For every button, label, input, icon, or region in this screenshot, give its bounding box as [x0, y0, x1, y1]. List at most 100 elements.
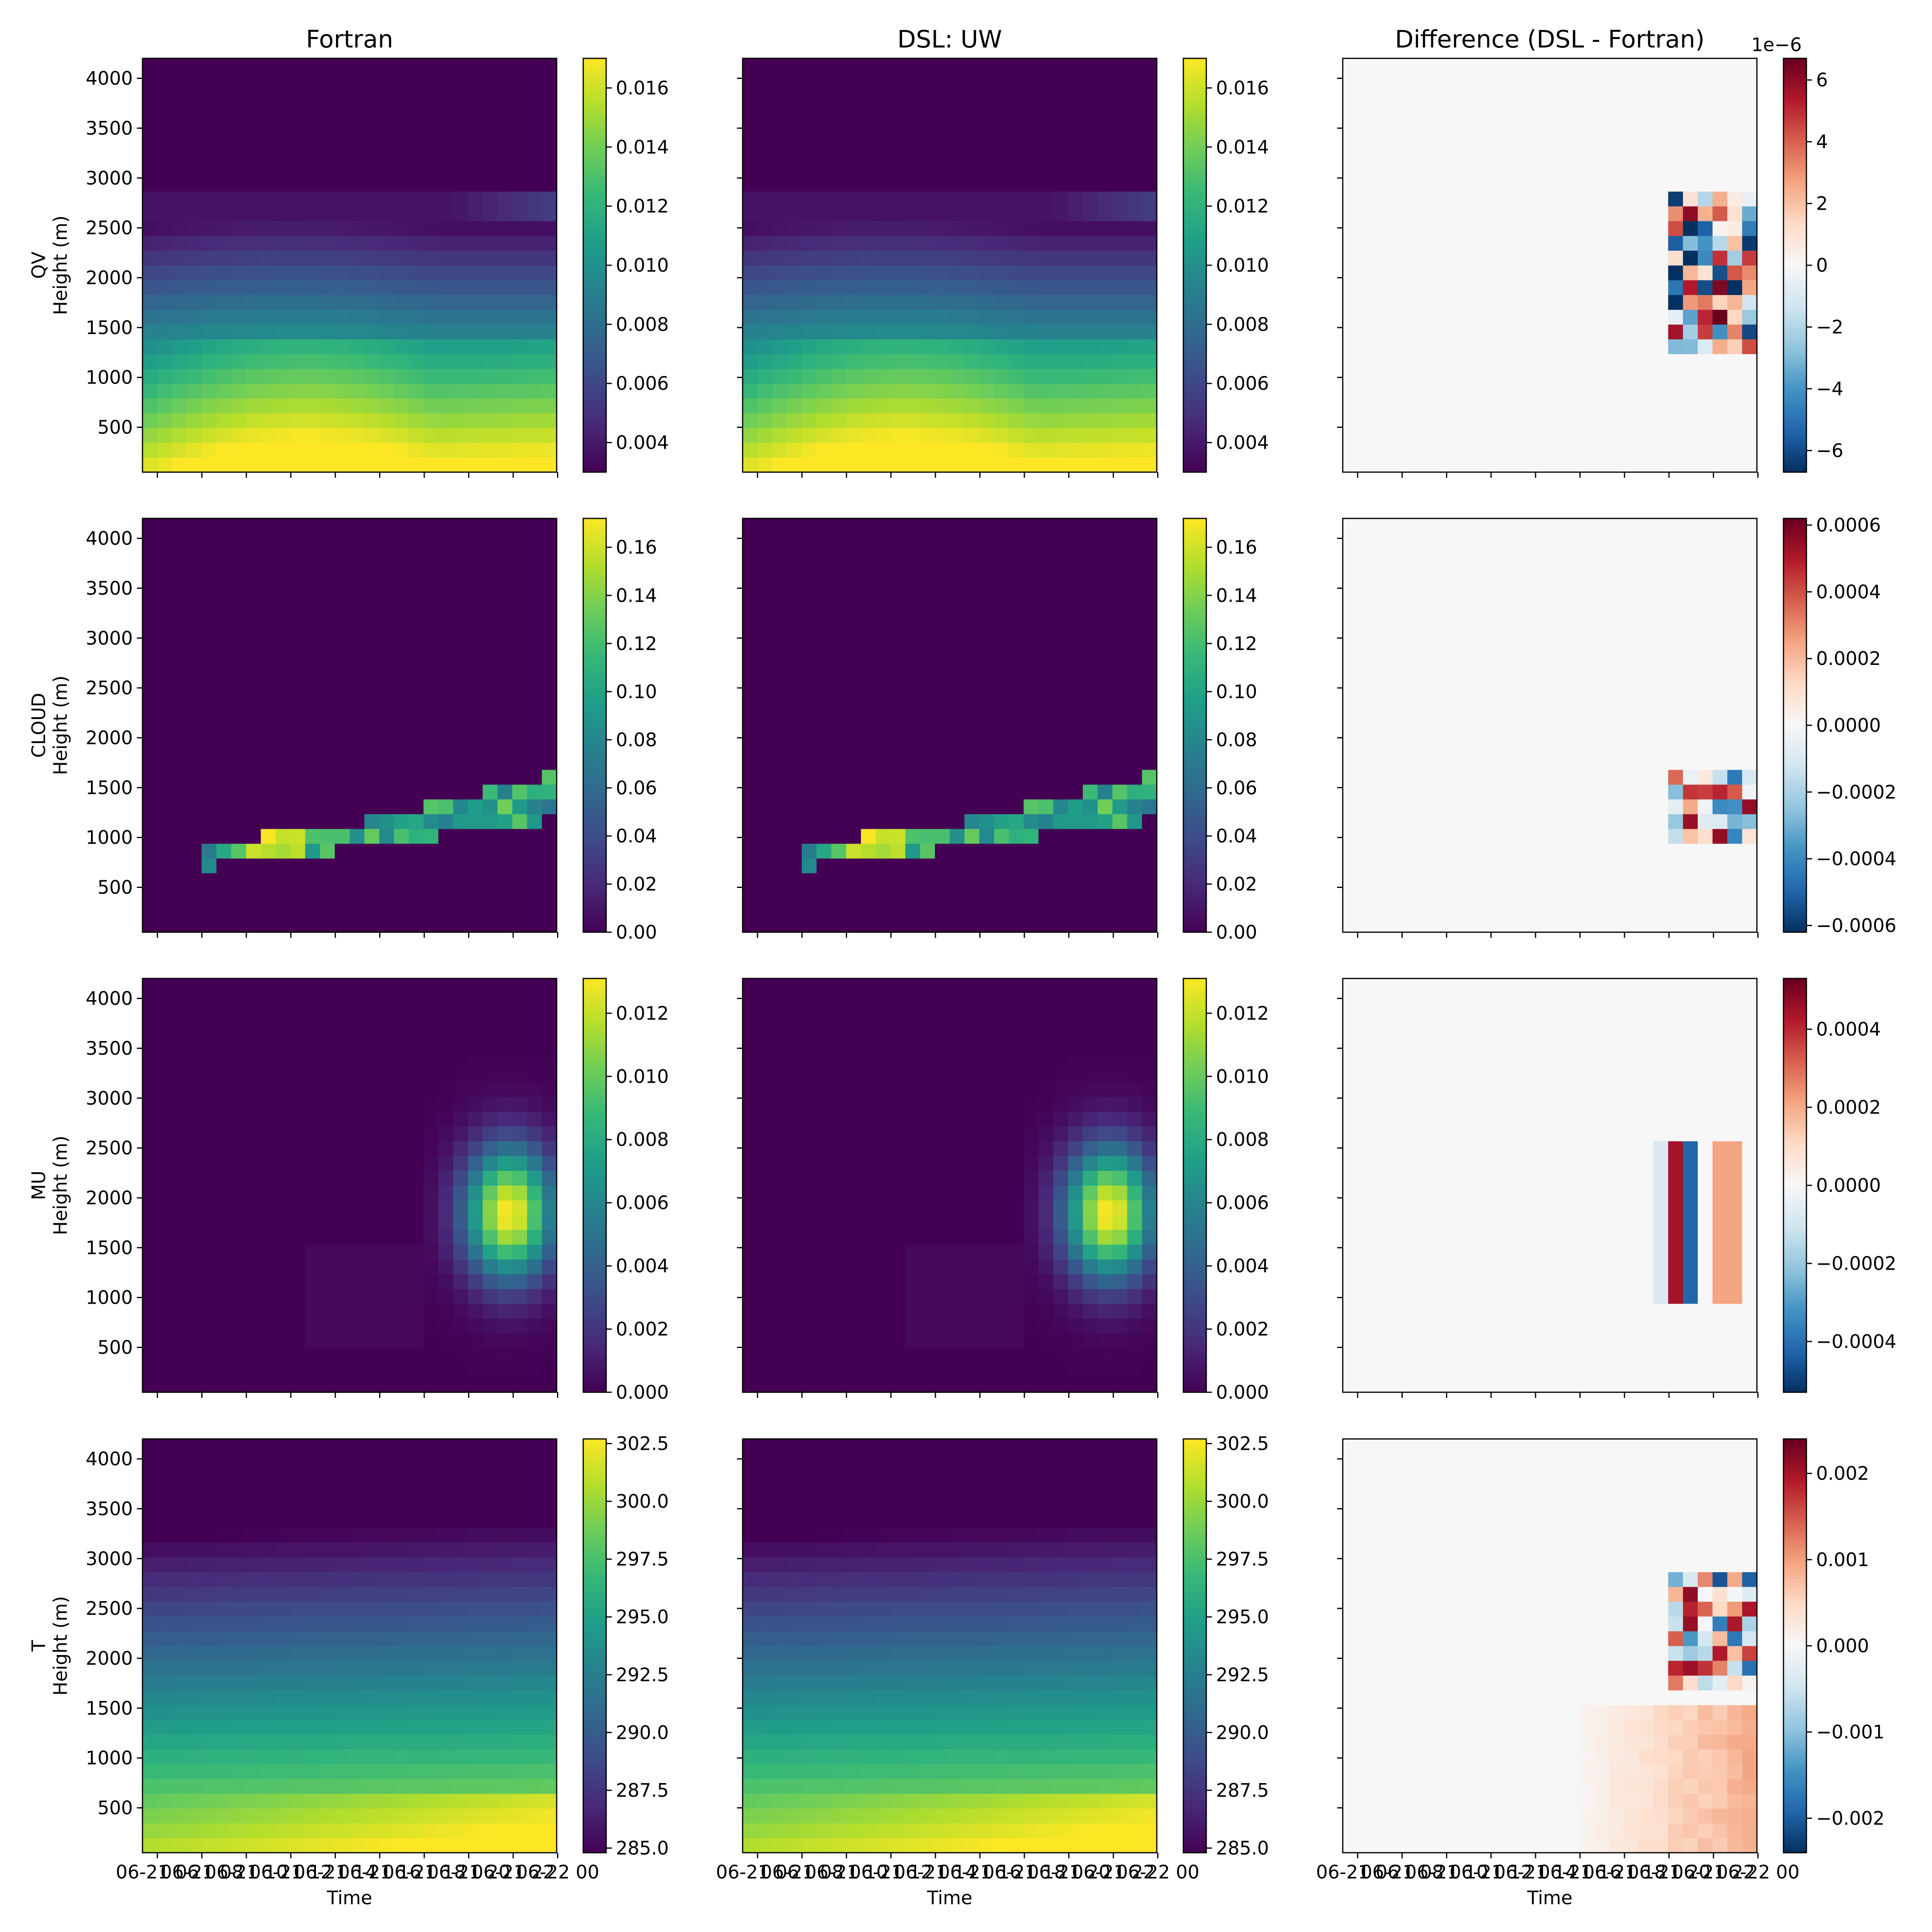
heatmap-cell	[787, 548, 802, 563]
heatmap-cell	[890, 592, 906, 607]
heatmap-cell	[1357, 442, 1373, 458]
heatmap-cell	[1446, 427, 1461, 443]
heatmap-cell	[1476, 206, 1491, 221]
heatmap-cell	[438, 533, 454, 549]
heatmap-cell	[1142, 265, 1157, 281]
heatmap-cell	[831, 725, 846, 741]
heatmap-cell	[1343, 88, 1358, 103]
heatmap-cell	[1594, 843, 1610, 859]
heatmap-cell	[1009, 873, 1024, 888]
heatmap-difference-qv	[1342, 58, 1758, 473]
heatmap-cell	[157, 58, 173, 74]
heatmap-cell	[1609, 88, 1624, 103]
heatmap-cell	[1127, 784, 1142, 800]
heatmap-cell	[816, 398, 832, 413]
heatmap-cell	[527, 442, 542, 458]
heatmap-cell	[1520, 725, 1536, 741]
heatmap-cell	[1727, 354, 1742, 369]
heatmap-cell	[1550, 843, 1565, 859]
heatmap-cell	[394, 162, 409, 177]
heatmap-cell	[890, 607, 906, 622]
heatmap-cell	[1009, 280, 1024, 295]
heatmap-cell	[1712, 354, 1728, 369]
heatmap-cell	[453, 250, 469, 266]
heatmap-cell	[542, 324, 557, 340]
heatmap-cell	[1579, 280, 1595, 295]
heatmap-cell	[802, 88, 817, 103]
heatmap-cell	[1727, 917, 1742, 933]
heatmap-cell	[438, 354, 454, 369]
heatmap-cell	[757, 58, 773, 74]
heatmap-cell	[875, 295, 891, 310]
heatmap-cell	[1372, 162, 1387, 177]
heatmap-cell	[483, 858, 498, 873]
heatmap-cell	[172, 888, 187, 903]
heatmap-cell	[1112, 383, 1128, 399]
heatmap-cell	[142, 191, 158, 206]
heatmap-cell	[1535, 770, 1550, 785]
heatmap-cell	[1639, 607, 1654, 622]
heatmap-cell	[816, 636, 832, 652]
heatmap-cell	[438, 829, 454, 844]
heatmap-cell	[290, 829, 305, 844]
heatmap-cell	[875, 533, 891, 549]
heatmap-cell	[1068, 622, 1083, 637]
heatmap-cell	[349, 427, 365, 443]
heatmap-cell	[1624, 858, 1639, 873]
heatmap-cell	[1609, 814, 1624, 829]
heatmap-cell	[187, 398, 202, 413]
heatmap-cell	[905, 829, 921, 844]
heatmap-cell	[290, 206, 305, 221]
heatmap-cell	[1402, 814, 1417, 829]
heatmap-cell	[290, 265, 305, 281]
heatmap-cell	[231, 666, 246, 681]
heatmap-cell	[334, 518, 350, 534]
heatmap-cell	[334, 103, 350, 118]
heatmap-cell	[334, 740, 350, 755]
heatmap-cell	[1535, 73, 1550, 89]
heatmap-cell	[453, 755, 469, 770]
heatmap-cell	[1712, 888, 1728, 903]
heatmap-cell	[1624, 339, 1639, 354]
heatmap-cell	[231, 398, 246, 413]
heatmap-cell	[1098, 548, 1113, 563]
heatmap-cell	[1727, 858, 1742, 873]
heatmap-cell	[1535, 829, 1550, 844]
heatmap-cell	[816, 73, 832, 89]
heatmap-cell	[1112, 636, 1128, 652]
heatmap-cell	[1727, 250, 1742, 266]
heatmap-cell	[1416, 250, 1432, 266]
heatmap-cell	[1083, 873, 1098, 888]
y-tick-label: 1000	[86, 827, 133, 848]
heatmap-cell	[861, 265, 876, 281]
heatmap-cell	[979, 427, 995, 443]
heatmap-cell	[275, 548, 291, 563]
heatmap-cell	[1579, 73, 1595, 89]
colorbar-tick-label: 0.012	[616, 195, 669, 217]
heatmap-cell	[905, 147, 921, 162]
heatmap-cell	[275, 206, 291, 221]
heatmap-cell	[1639, 563, 1654, 578]
heatmap-cell	[964, 902, 980, 918]
heatmap-cell	[1594, 755, 1610, 770]
heatmap-cell	[1372, 755, 1387, 770]
heatmap-cell	[816, 250, 832, 266]
heatmap-cell	[216, 295, 232, 310]
heatmap-cell	[1520, 176, 1536, 192]
heatmap-cell	[1639, 666, 1654, 681]
heatmap-cell	[964, 696, 980, 711]
heatmap-cell	[1431, 310, 1447, 325]
heatmap-cell	[1565, 442, 1580, 458]
heatmap-cell	[935, 622, 950, 637]
heatmap-cell	[1038, 117, 1054, 133]
heatmap-cell	[1490, 339, 1506, 354]
heatmap-cell	[816, 563, 832, 578]
heatmap-cell	[261, 103, 276, 118]
heatmap-cell	[364, 176, 380, 192]
heatmap-cell	[816, 176, 832, 192]
heatmap-cell	[1727, 873, 1742, 888]
heatmap-cell	[816, 58, 832, 74]
heatmap-cell	[364, 666, 380, 681]
heatmap-cell	[1535, 310, 1550, 325]
heatmap-cell	[349, 799, 365, 814]
